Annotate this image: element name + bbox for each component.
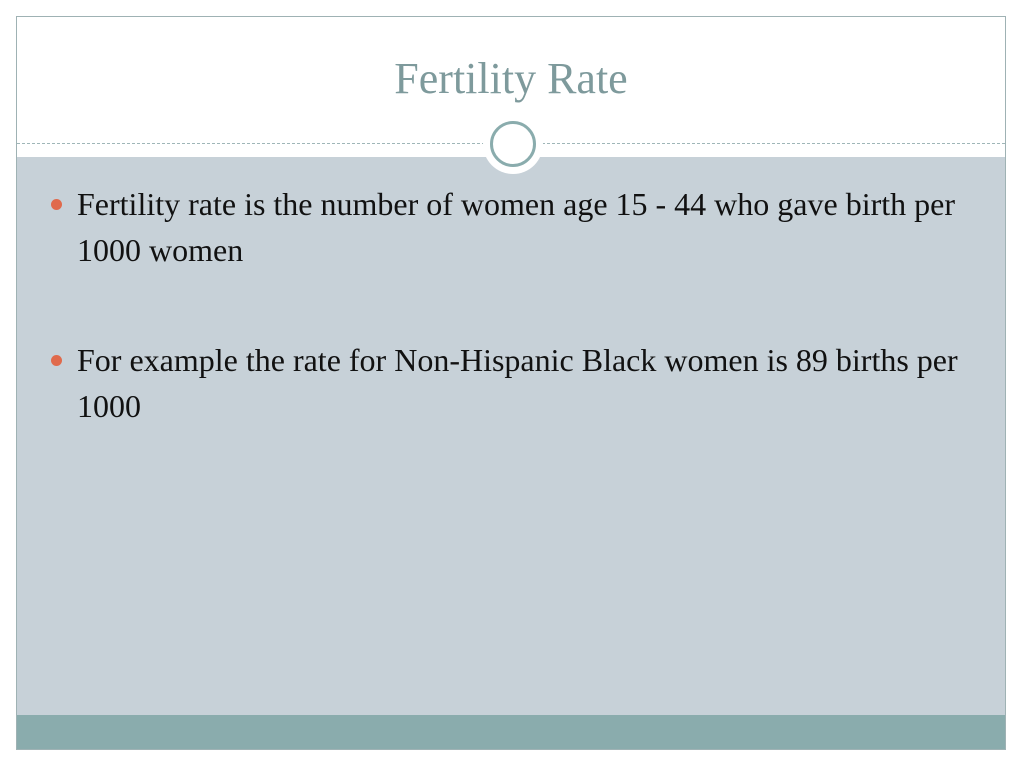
- bullet-item: For example the rate for Non-Hispanic Bl…: [49, 337, 989, 429]
- bullet-item: Fertility rate is the number of women ag…: [49, 181, 989, 273]
- slide: Fertility Rate Fertility rate is the num…: [16, 16, 1006, 750]
- bullet-dot-icon: [51, 355, 62, 366]
- footer-band: [17, 715, 1005, 749]
- content-area: [17, 157, 1005, 715]
- bullet-dot-icon: [51, 199, 62, 210]
- ornament-ring: [490, 121, 536, 167]
- bullet-text: For example the rate for Non-Hispanic Bl…: [77, 342, 958, 424]
- bullet-text: Fertility rate is the number of women ag…: [77, 186, 955, 268]
- bullet-list: Fertility rate is the number of women ag…: [49, 181, 989, 493]
- circle-ring-icon: [483, 114, 543, 174]
- slide-title: Fertility Rate: [394, 54, 628, 103]
